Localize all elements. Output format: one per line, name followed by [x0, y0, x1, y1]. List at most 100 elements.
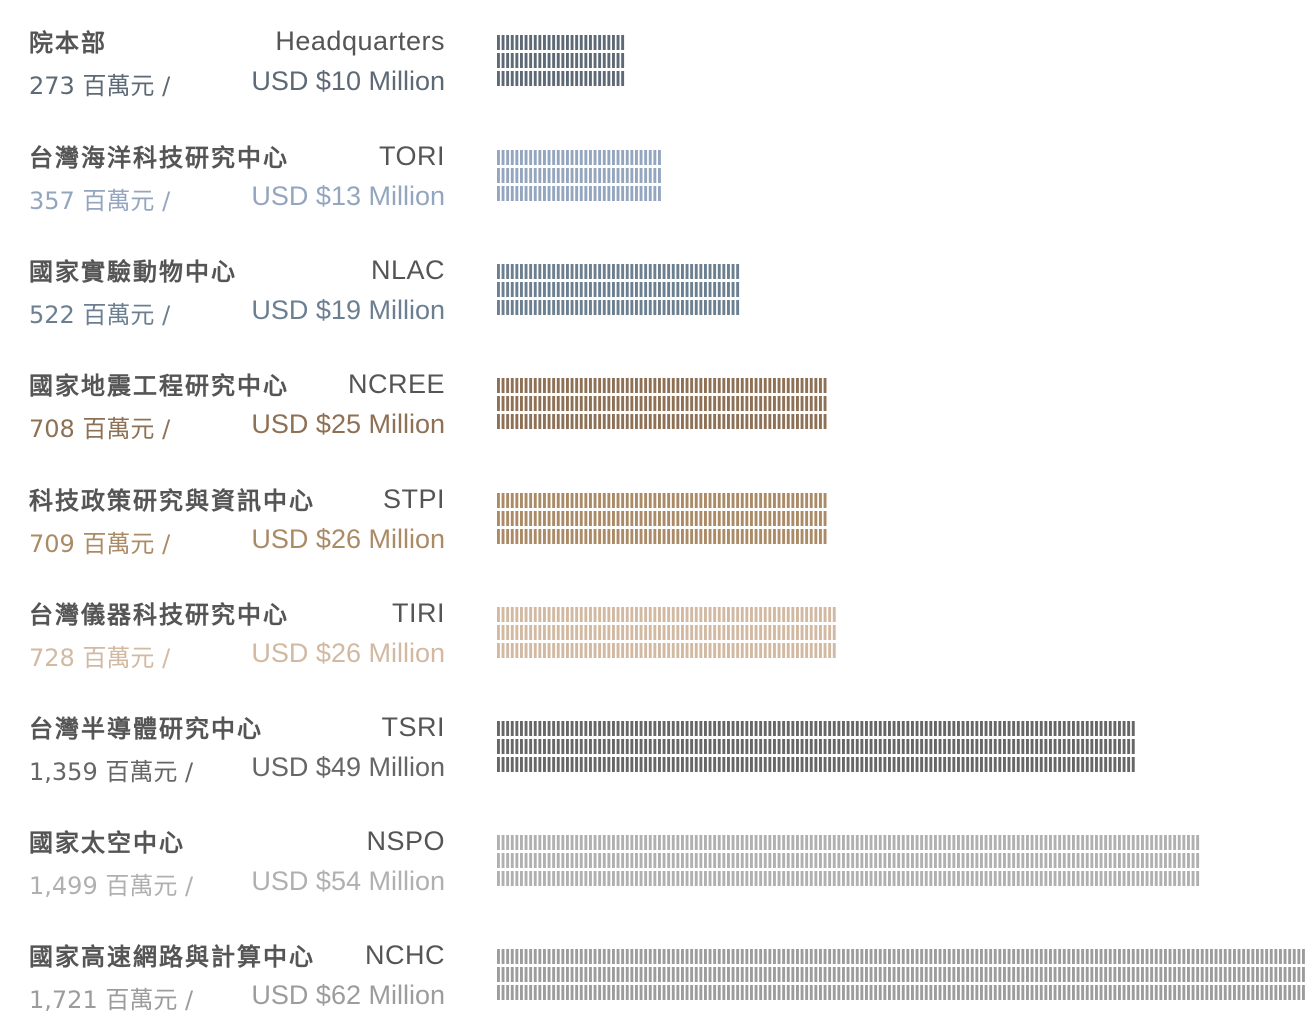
bar-mark — [667, 985, 671, 1000]
bar-mark — [694, 264, 698, 279]
bar-mark — [1003, 835, 1006, 850]
bar-mark — [846, 871, 850, 886]
bar-mark — [533, 871, 537, 886]
bar-mark — [1302, 985, 1305, 1000]
bar-mark — [805, 511, 809, 526]
bar-mark — [612, 186, 615, 201]
bar-mark — [501, 150, 505, 165]
bar-mark — [598, 967, 602, 982]
bar-mark — [584, 71, 588, 86]
bar-mark — [570, 35, 574, 50]
bar-mark — [602, 853, 606, 868]
bar-mark — [911, 835, 914, 850]
bar-mark — [934, 949, 937, 964]
bar-mark — [667, 414, 671, 429]
bar-mark — [911, 985, 914, 1000]
bar-mark — [1150, 949, 1154, 964]
bar-mark — [561, 414, 565, 429]
bar-mark — [533, 264, 537, 279]
bar-mark — [556, 739, 560, 754]
bar-mark — [1021, 721, 1025, 736]
bar-mark — [510, 739, 514, 754]
bar-mark — [1150, 871, 1154, 886]
bar-mark — [855, 721, 859, 736]
bar-mark — [759, 607, 763, 622]
bar-mark — [510, 150, 514, 165]
bar-mark — [1076, 967, 1080, 982]
bar-mark — [690, 493, 694, 508]
bar-mark — [589, 150, 592, 165]
bar-mark — [883, 871, 887, 886]
bar-mark — [538, 378, 542, 393]
bar-mark — [1127, 757, 1131, 772]
bar-mark — [579, 739, 583, 754]
bar-mark — [635, 529, 638, 544]
bar-mark — [782, 949, 786, 964]
bar-mark — [782, 853, 786, 868]
bar-mark — [1062, 985, 1066, 1000]
bar-mark — [796, 871, 799, 886]
bar-mark — [612, 739, 615, 754]
bar-mark — [529, 529, 533, 544]
bar-mark — [736, 414, 740, 429]
bar-mark — [736, 300, 740, 315]
bar-mark — [639, 607, 643, 622]
bar-mark — [1150, 835, 1154, 850]
bar-mark — [575, 643, 579, 658]
bar-mark — [653, 264, 657, 279]
bar-mark — [612, 378, 615, 393]
bar-mark — [612, 835, 615, 850]
bar-mark — [740, 985, 744, 1000]
bar-mark — [860, 739, 864, 754]
bar-mark — [1026, 853, 1029, 868]
bar-mark — [717, 264, 721, 279]
bar-mark — [952, 967, 956, 982]
bar-mark — [763, 853, 767, 868]
bar-mark — [612, 607, 615, 622]
bar-mark — [1242, 949, 1246, 964]
bar-mark — [1108, 949, 1112, 964]
bar-mark — [667, 378, 671, 393]
bar-mark — [952, 985, 956, 1000]
bar-mark — [543, 186, 546, 201]
bar-mark — [984, 853, 988, 868]
bar-mark — [1003, 985, 1006, 1000]
bar-mark — [832, 721, 836, 736]
bar-mark — [644, 739, 648, 754]
bar-mark — [561, 53, 565, 68]
bar-mark — [690, 414, 694, 429]
bar-mark — [602, 607, 606, 622]
bar-mark — [515, 985, 519, 1000]
bar-mark — [828, 625, 832, 640]
bar-mark — [593, 186, 597, 201]
bar-mark — [993, 757, 997, 772]
bar-mark — [1072, 721, 1075, 736]
bar-mark — [699, 853, 703, 868]
bar-mark — [667, 721, 671, 736]
bar-mark — [667, 529, 671, 544]
bar-mark — [658, 739, 661, 754]
bar-mark — [773, 757, 776, 772]
bar-mark — [575, 871, 579, 886]
bar-mark — [602, 511, 606, 526]
bar-mark — [736, 721, 740, 736]
bar-mark — [1127, 739, 1131, 754]
bar-mark — [584, 511, 588, 526]
bar-mark — [1237, 949, 1241, 964]
bar-mark — [561, 186, 565, 201]
bar-mark — [538, 739, 542, 754]
bar-mark — [630, 168, 634, 183]
bar-mark — [547, 378, 551, 393]
bar-mark — [690, 967, 694, 982]
bar-mark — [823, 757, 827, 772]
bar-mark — [515, 721, 519, 736]
bar-mark — [621, 511, 625, 526]
bar-mark — [970, 871, 974, 886]
bar-mark — [625, 835, 629, 850]
bar-mark — [1269, 949, 1273, 964]
bar-mark — [593, 493, 597, 508]
bar-mark — [598, 264, 602, 279]
bar-mark — [533, 511, 537, 526]
bar-mark — [883, 721, 887, 736]
category-label-en: Headquarters — [275, 26, 445, 56]
